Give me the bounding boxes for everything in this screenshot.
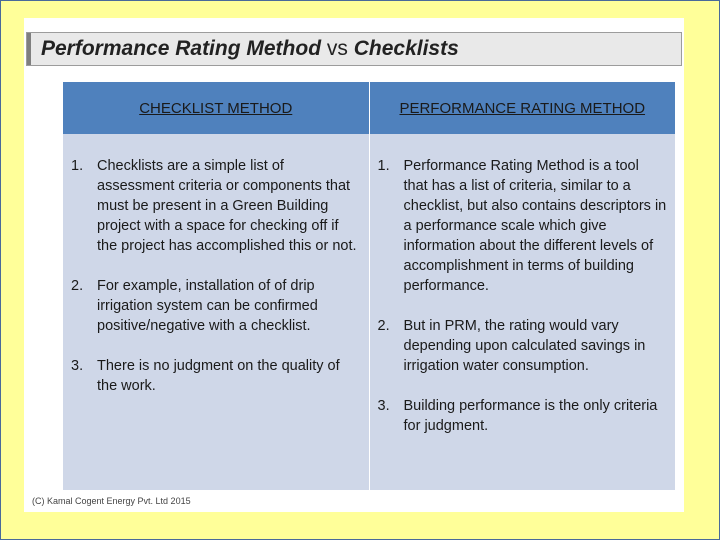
title-part-1: Performance Rating Method bbox=[41, 37, 322, 60]
item-text: Building performance is the only criteri… bbox=[403, 398, 658, 434]
item-number: 2. bbox=[71, 278, 84, 294]
header-checklist-method: CHECKLIST METHOD bbox=[63, 82, 370, 134]
list-item: 3. There is no judgment on the quality o… bbox=[71, 356, 361, 396]
item-text: But in PRM, the rating would vary depend… bbox=[403, 318, 646, 374]
item-text: There is no judgment on the quality of t… bbox=[97, 358, 340, 394]
header-performance-rating-method: PERFORMANCE RATING METHOD bbox=[369, 82, 675, 134]
item-text: For example, installation of of drip irr… bbox=[97, 278, 318, 334]
slide-title: Performance Rating Method vs Checklists bbox=[41, 35, 459, 63]
table-body-row: 1. Checklists are a simple list of asses… bbox=[63, 134, 675, 490]
checklist-column: 1. Checklists are a simple list of asses… bbox=[63, 134, 370, 490]
list-item: 3. Building performance is the only crit… bbox=[378, 396, 668, 436]
list-item: 1. Performance Rating Method is a tool t… bbox=[378, 156, 668, 296]
copyright-notice: (C) Kamal Cogent Energy Pvt. Ltd 2015 bbox=[32, 496, 191, 506]
item-number: 1. bbox=[377, 158, 390, 174]
item-number: 1. bbox=[71, 158, 84, 174]
prm-column: 1. Performance Rating Method is a tool t… bbox=[369, 134, 675, 490]
item-number: 2. bbox=[377, 318, 390, 334]
title-bar: Performance Rating Method vs Checklists bbox=[26, 32, 682, 66]
title-vs: vs bbox=[321, 37, 354, 60]
item-number: 3. bbox=[377, 398, 390, 414]
item-text: Performance Rating Method is a tool that… bbox=[403, 158, 667, 294]
title-part-2: Checklists bbox=[353, 37, 459, 60]
slide: Performance Rating Method vs Checklists … bbox=[24, 18, 684, 512]
table-header-row: CHECKLIST METHOD PERFORMANCE RATING METH… bbox=[63, 82, 675, 134]
list-item: 2. But in PRM, the rating would vary dep… bbox=[378, 316, 668, 376]
comparison-table: CHECKLIST METHOD PERFORMANCE RATING METH… bbox=[63, 82, 675, 490]
list-item: 1. Checklists are a simple list of asses… bbox=[71, 156, 361, 256]
list-item: 2. For example, installation of of drip … bbox=[71, 276, 361, 336]
title-accent-bar bbox=[27, 33, 31, 65]
item-text: Checklists are a simple list of assessme… bbox=[97, 158, 357, 254]
item-number: 3. bbox=[71, 358, 84, 374]
